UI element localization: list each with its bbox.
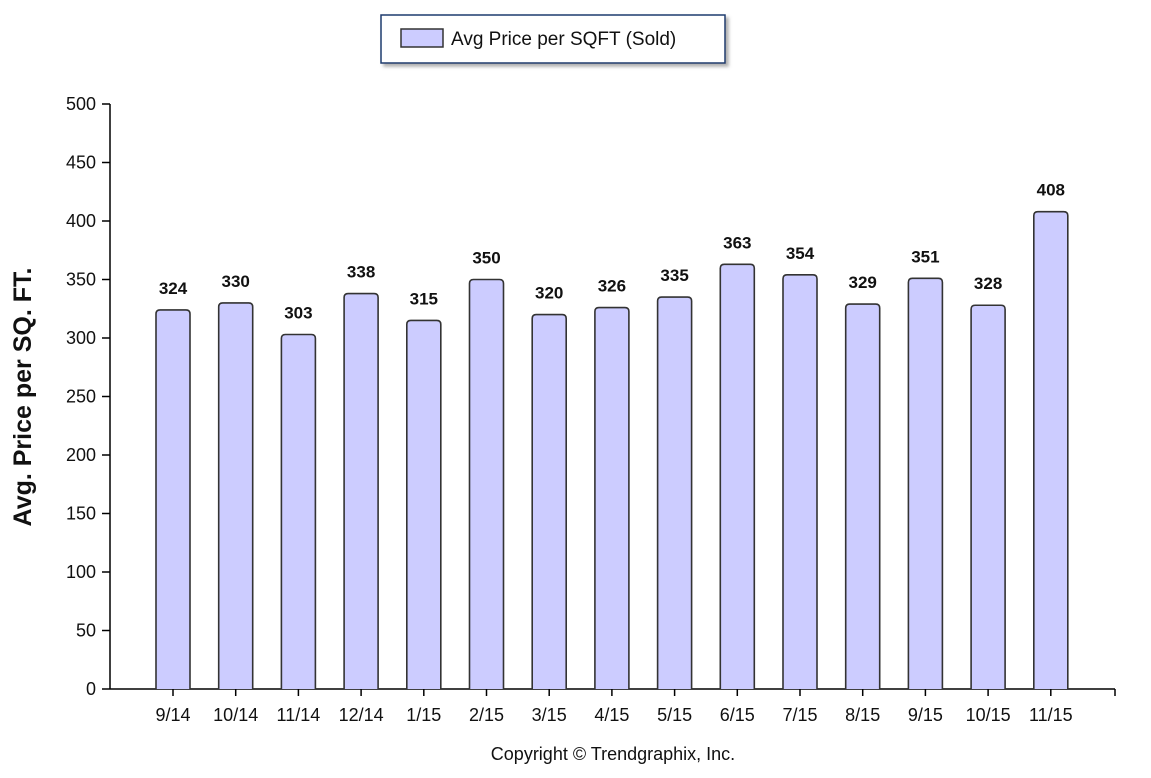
bar-value-label: 329 [849,273,877,292]
bar-5-15 [656,296,693,689]
legend-label: Avg Price per SQFT (Sold) [451,29,676,50]
bar-value-label: 324 [159,279,188,298]
bar-value-label: 338 [347,263,375,282]
x-tick-label: 11/14 [277,705,321,725]
x-ticks: 9/14 10/14 11/14 12/14 1/15 2/15 3/15 4/15 5/15 6… [155,689,1116,725]
y-tick-label: 350 [66,270,96,290]
x-tick-label: 1/15 [406,705,441,725]
bar-7-15 [782,274,818,689]
bar-10-15 [970,304,1006,689]
bar-3-15 [531,313,567,689]
x-tick-label: 3/15 [532,705,567,725]
y-tick-label: 0 [86,679,96,699]
bar-value-label: 326 [598,277,626,296]
bar-1-15 [406,319,442,689]
x-tick-label: 12/14 [339,705,384,725]
x-tick-label: 6/15 [720,705,755,725]
y-tick-label: 300 [66,328,96,348]
x-tick-label: 7/15 [782,705,817,725]
bar-value-label: 350 [472,249,500,268]
bar-12-14 [343,292,379,689]
bar-value-label: 303 [284,303,312,322]
x-tick-label: 11/15 [1029,705,1073,725]
y-tick-label: 500 [66,94,96,114]
bars: 324 330 303 338 315 350 320 326 335 363 354 329 351 3… [155,181,1069,689]
bar-9-15 [907,277,944,689]
x-tick-label: 10/14 [213,705,258,725]
y-tick-label: 450 [66,153,96,173]
x-tick-label: 2/15 [469,705,504,725]
bar-value-label: 351 [911,247,939,266]
bar-10-14 [217,302,254,689]
copyright-text: Copyright © Trendgraphix, Inc. [491,744,735,764]
bar-value-label: 408 [1037,181,1065,200]
bar-value-label: 330 [222,272,250,291]
x-tick-label: 9/15 [908,705,943,725]
x-tick-label: 8/15 [845,705,880,725]
legend: Avg Price per SQFT (Sold) [380,14,726,64]
x-tick-label: 4/15 [594,705,629,725]
x-tick-label: 5/15 [657,705,692,725]
y-axis-label: Avg. Price per SQ. FT. [9,268,37,527]
bar-9-14 [155,309,191,689]
bar-2-15 [468,278,505,689]
bar-value-label: 335 [660,266,688,285]
bar-8-15 [844,303,881,689]
y-tick-label: 50 [76,621,96,641]
y-tick-label: 150 [66,504,96,524]
bar-6-15 [719,263,756,689]
x-tick-label: 9/14 [155,705,190,725]
y-tick-label: 100 [66,562,96,582]
x-tick-label: 10/15 [966,705,1011,725]
bar-value-label: 315 [410,289,438,308]
y-tick-label: 250 [66,387,96,407]
bar-value-label: 354 [786,244,815,263]
bar-11-15 [1033,210,1069,689]
bar-4-15 [594,306,630,689]
bar-value-label: 363 [723,233,751,252]
bar-11-14 [280,333,317,689]
legend-swatch [400,28,444,48]
bar-value-label: 320 [535,284,563,303]
bar-value-label: 328 [974,274,1002,293]
y-tick-label: 400 [66,211,96,231]
y-tick-label: 200 [66,445,96,465]
y-ticks: 0 50 100 150 200 250 300 350 400 450 500 [66,94,110,699]
